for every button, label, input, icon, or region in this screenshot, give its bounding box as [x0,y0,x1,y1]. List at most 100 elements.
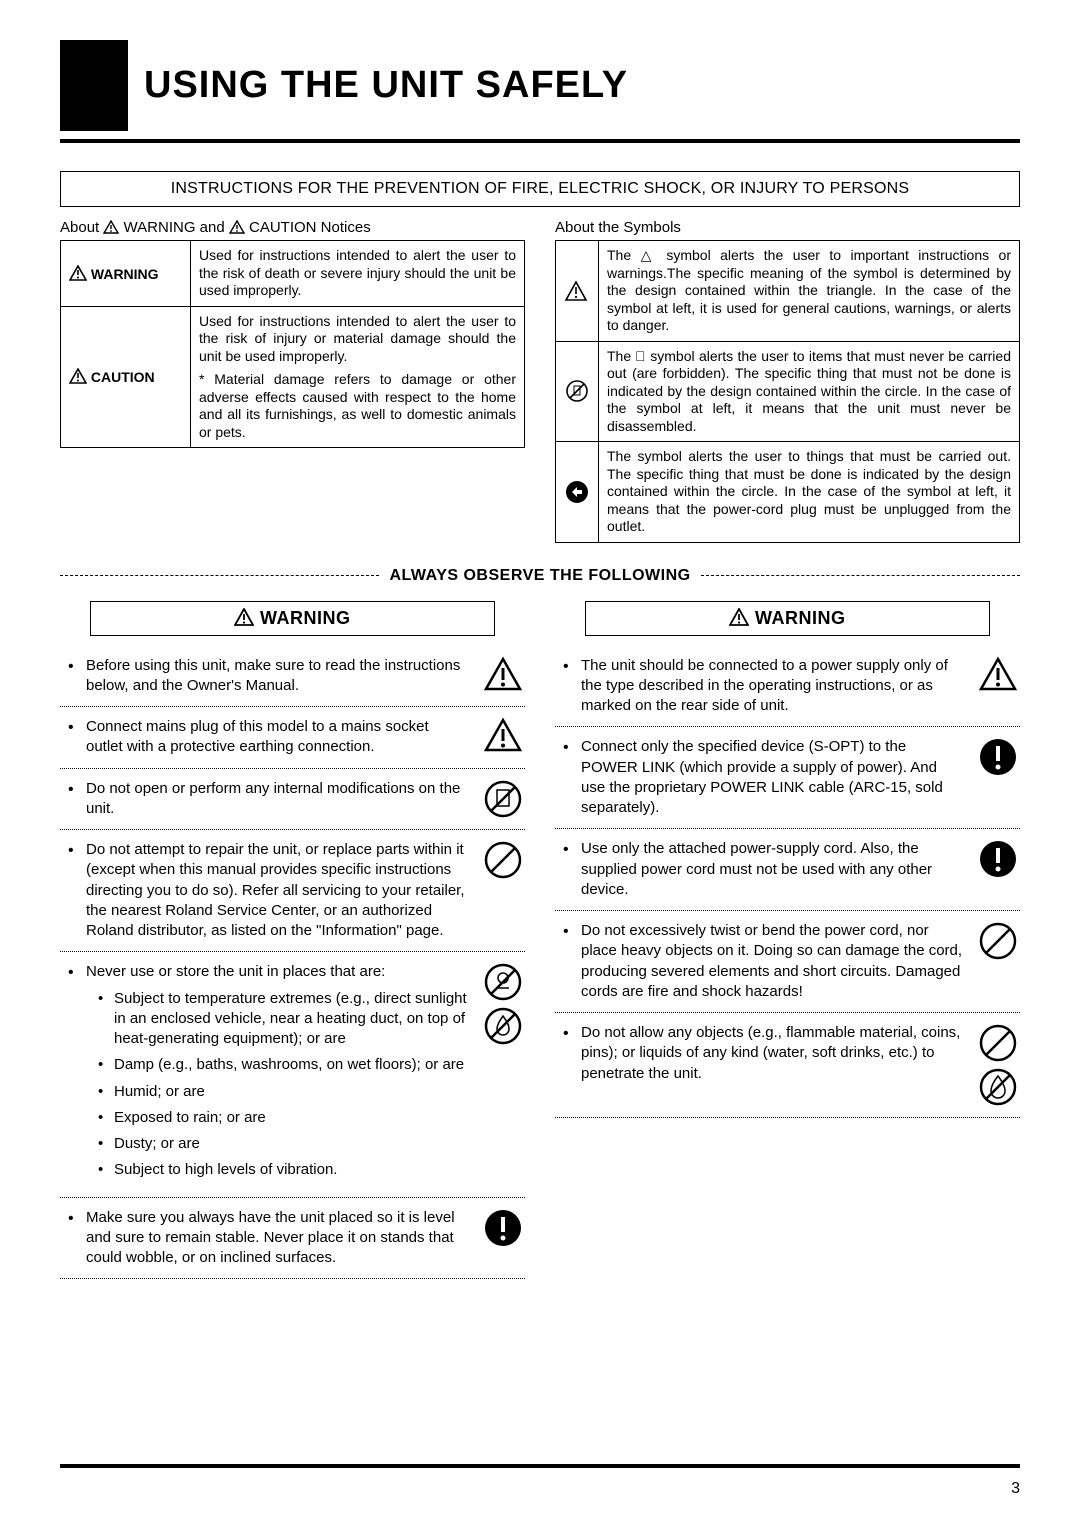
item-icon-col [481,962,525,1046]
sub-item: Subject to high levels of vibration. [98,1160,469,1180]
page-title: USING THE UNIT SAFELY [128,40,628,131]
dash-right [701,575,1020,576]
warning-icon [234,608,254,626]
list-item: Make sure you always have the unit place… [60,1208,525,1269]
triangle-desc: The △ symbol alerts the user to importan… [607,247,1011,335]
caution-triangle-icon [483,656,523,692]
warning-text-cell: Used for instructions intended to alert … [191,241,525,307]
item-icon-col [481,840,525,880]
title-underline [60,139,1020,143]
warning-text: Used for instructions intended to alert … [199,247,516,300]
item-icon-col [976,737,1020,777]
caution-label: CAUTION [91,369,155,385]
item-icon-col [976,921,1020,961]
mandatory-icon [483,1208,523,1248]
about-symbols-label: About the Symbols [555,219,1020,236]
item-text: Use only the attached power-supply cord.… [581,839,964,900]
item-icon-col [976,839,1020,879]
caution-note: * Material damage refers to damage or ot… [199,371,516,441]
list-item: Use only the attached power-supply cord.… [555,839,1020,900]
item-icon-col [481,656,525,692]
triangle-icon [564,280,590,302]
col-notices: About WARNING and CAUTION Notices WARNIN… [60,219,525,543]
right-items: The unit should be connected to a power … [555,656,1020,1119]
dotted-separator [60,706,525,707]
prohibit-desc: The ⃠ symbol alerts the user to items th… [607,348,1011,436]
item-icon-col [481,717,525,753]
list-item: Do not attempt to repair the unit, or re… [60,840,525,941]
col-symbols: About the Symbols The △ symbol alerts th… [555,219,1020,543]
instructions-box: INSTRUCTIONS FOR THE PREVENTION OF FIRE,… [60,171,1020,207]
triangle-symbol-cell [556,241,599,342]
item-text: Before using this unit, make sure to rea… [86,656,469,697]
item-text: Do not attempt to repair the unit, or re… [86,840,469,941]
list-item: Never use or store the unit in places th… [60,962,525,1186]
always-observe-label: ALWAYS OBSERVE THE FOLLOWING [389,567,690,585]
sub-item: Subject to temperature extremes (e.g., d… [98,989,469,1050]
dash-left [60,575,379,576]
dotted-separator [555,910,1020,911]
warning-col-right: WARNING The unit should be connected to … [555,601,1020,1290]
sub-item: Dusty; or are [98,1134,469,1154]
caution-icon [69,368,87,384]
item-icon-col [976,656,1020,692]
dotted-separator [555,1012,1020,1013]
prohibit-icon [978,1023,1018,1063]
no-water-icon [483,1006,523,1046]
warning-triangle-icon [103,220,119,234]
dotted-separator [60,1278,525,1279]
footer-rule [60,1464,1020,1468]
notices-table: WARNING Used for instructions intended t… [60,240,525,448]
item-text: Connect mains plug of this model to a ma… [86,717,469,758]
mandatory-symbol-cell [556,442,599,543]
sub-list: Subject to temperature extremes (e.g., d… [86,989,469,1181]
no-heat-icon [483,962,523,1002]
label-text: WARNING and [119,219,228,236]
dotted-separator [60,1197,525,1198]
caution-label-cell: CAUTION [61,306,191,448]
label-text: About [60,219,103,236]
mandatory-desc: The symbol alerts the user to things tha… [607,448,1011,536]
item-text: Do not open or perform any internal modi… [86,779,469,820]
warning-box-right: WARNING [585,601,990,636]
item-icon-col [976,1023,1020,1107]
dotted-separator [555,1117,1020,1118]
warning-label: WARNING [91,266,159,282]
list-item: Connect only the specified device (S-OPT… [555,737,1020,818]
warning-box-label: WARNING [260,608,351,628]
prohibit-icon [978,921,1018,961]
symbols-table: The △ symbol alerts the user to importan… [555,240,1020,543]
item-text: Do not allow any objects (e.g., flammabl… [581,1023,964,1084]
item-icon-col [481,1208,525,1248]
caution-triangle-icon [229,220,245,234]
warning-col-left: WARNING Before using this unit, make sur… [60,601,525,1290]
page-number: 3 [1011,1480,1020,1498]
item-text: Make sure you always have the unit place… [86,1208,469,1269]
caution-text: Used for instructions intended to alert … [199,313,516,366]
no-liquid-icon [978,1067,1018,1107]
item-text: Do not excessively twist or bend the pow… [581,921,964,1002]
item-text: The unit should be connected to a power … [581,656,964,717]
mandatory-desc-cell: The symbol alerts the user to things tha… [599,442,1020,543]
list-item: Do not excessively twist or bend the pow… [555,921,1020,1002]
mandatory-icon [978,737,1018,777]
prohibit-icon [564,378,590,404]
item-text: Never use or store the unit in places th… [86,962,469,982]
about-notices-label: About WARNING and CAUTION Notices [60,219,525,236]
dotted-separator [60,951,525,952]
sub-item: Humid; or are [98,1082,469,1102]
label-text: CAUTION Notices [245,219,371,236]
warning-label-cell: WARNING [61,241,191,307]
sub-item: Damp (e.g., baths, washrooms, on wet flo… [98,1055,469,1075]
list-item: Do not open or perform any internal modi… [60,779,525,820]
prohibit-symbol-cell [556,341,599,442]
caution-triangle-icon [978,656,1018,692]
warning-box-label: WARNING [755,608,846,628]
list-item: Before using this unit, make sure to rea… [60,656,525,697]
mandatory-icon [564,479,590,505]
item-text: Connect only the specified device (S-OPT… [581,737,964,818]
title-row: USING THE UNIT SAFELY [60,40,1020,131]
dotted-separator [555,828,1020,829]
dotted-separator [60,829,525,830]
warning-box-left: WARNING [90,601,495,636]
